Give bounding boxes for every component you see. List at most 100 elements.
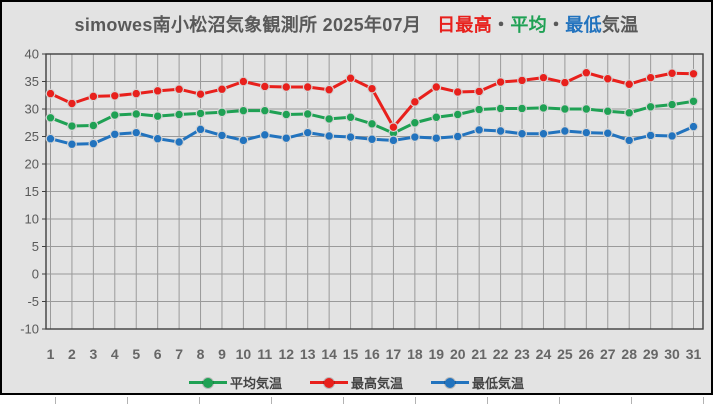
min-point-day-27[interactable]: [602, 128, 613, 139]
max-point-day-16[interactable]: [367, 83, 377, 94]
avg-point-day-12[interactable]: [281, 109, 292, 120]
max-point-day-21[interactable]: [474, 86, 485, 97]
max-point-day-29[interactable]: [645, 72, 656, 83]
min-point-day-20[interactable]: [452, 131, 463, 142]
max-point-day-14[interactable]: [324, 84, 335, 95]
avg-point-day-9[interactable]: [217, 107, 227, 118]
min-point-day-19[interactable]: [431, 133, 442, 144]
avg-point-day-25[interactable]: [560, 104, 570, 114]
max-point-day-12[interactable]: [281, 82, 292, 92]
max-point-day-27[interactable]: [602, 73, 613, 84]
avg-point-day-5[interactable]: [131, 109, 142, 119]
min-point-day-31[interactable]: [688, 121, 699, 132]
min-point-day-6[interactable]: [152, 133, 163, 144]
min-point-day-29[interactable]: [645, 130, 656, 141]
avg-point-day-28[interactable]: [624, 107, 635, 118]
avg-point-day-22[interactable]: [495, 103, 506, 114]
avg-point-day-30[interactable]: [667, 99, 677, 110]
min-point-day-26[interactable]: [581, 127, 592, 138]
legend-item-avg[interactable]: 平均気温: [188, 373, 282, 392]
min-point-day-15[interactable]: [345, 132, 356, 142]
max-point-day-7[interactable]: [174, 84, 185, 95]
max-point-day-8[interactable]: [195, 89, 206, 100]
min-point-day-11[interactable]: [259, 129, 270, 140]
min-point-day-4[interactable]: [109, 129, 120, 140]
max-point-day-28[interactable]: [624, 79, 635, 90]
max-point-day-4[interactable]: [109, 90, 120, 101]
avg-point-day-6[interactable]: [152, 111, 163, 122]
avg-point-day-11[interactable]: [259, 105, 270, 116]
min-point-day-17[interactable]: [388, 135, 399, 146]
max-point-day-10[interactable]: [238, 76, 249, 87]
max-point-day-3[interactable]: [88, 91, 99, 102]
max-point-day-31[interactable]: [688, 68, 699, 79]
avg-point-day-15[interactable]: [345, 112, 356, 123]
max-point-day-22[interactable]: [495, 77, 506, 87]
min-point-day-10[interactable]: [238, 135, 249, 146]
min-point-day-22[interactable]: [495, 126, 506, 136]
max-point-day-17[interactable]: [388, 122, 399, 133]
max-point-day-18[interactable]: [409, 96, 420, 107]
avg-point-day-4[interactable]: [109, 110, 120, 120]
max-point-day-13[interactable]: [302, 82, 313, 92]
min-point-day-3[interactable]: [88, 138, 99, 149]
max-point-day-5[interactable]: [131, 88, 142, 99]
x-tick-label-day-13: 13: [300, 346, 316, 362]
avg-point-day-16[interactable]: [367, 118, 377, 129]
max-point-day-26[interactable]: [581, 67, 592, 78]
min-point-day-25[interactable]: [560, 126, 570, 136]
x-tick-label-day-3: 3: [89, 346, 97, 362]
min-point-day-5[interactable]: [131, 127, 142, 138]
min-point-day-16[interactable]: [367, 134, 377, 145]
min-point-day-9[interactable]: [217, 130, 227, 141]
x-tick-label-day-15: 15: [343, 346, 359, 362]
avg-point-day-14[interactable]: [324, 113, 335, 124]
min-point-day-30[interactable]: [667, 131, 677, 141]
legend-max-dot-icon: [323, 377, 334, 388]
max-point-day-15[interactable]: [345, 73, 356, 84]
max-point-day-2[interactable]: [67, 98, 77, 109]
max-point-day-24[interactable]: [538, 72, 549, 83]
min-point-day-1[interactable]: [45, 133, 56, 144]
min-point-day-14[interactable]: [324, 131, 335, 141]
avg-point-day-13[interactable]: [302, 109, 313, 119]
avg-point-day-24[interactable]: [538, 102, 549, 113]
min-point-day-21[interactable]: [474, 124, 485, 135]
max-point-day-25[interactable]: [560, 77, 570, 88]
avg-point-day-2[interactable]: [67, 121, 77, 131]
avg-point-day-8[interactable]: [195, 108, 206, 119]
legend-item-max[interactable]: 最高気温: [309, 373, 403, 392]
min-point-day-23[interactable]: [517, 128, 527, 139]
avg-point-day-19[interactable]: [431, 112, 442, 123]
max-point-day-6[interactable]: [152, 85, 163, 96]
avg-point-day-31[interactable]: [688, 96, 699, 107]
min-point-day-8[interactable]: [195, 124, 206, 135]
min-point-day-28[interactable]: [624, 135, 635, 146]
min-point-day-24[interactable]: [538, 128, 549, 139]
avg-point-day-10[interactable]: [238, 105, 249, 116]
max-point-day-19[interactable]: [431, 82, 442, 92]
avg-point-day-3[interactable]: [88, 120, 99, 131]
avg-point-day-26[interactable]: [581, 104, 592, 114]
max-point-day-30[interactable]: [667, 68, 677, 79]
avg-point-day-29[interactable]: [645, 101, 656, 112]
legend-item-min[interactable]: 最低気温: [431, 373, 524, 392]
min-point-day-12[interactable]: [281, 133, 292, 144]
min-point-day-7[interactable]: [174, 137, 185, 147]
avg-point-day-21[interactable]: [474, 104, 485, 115]
avg-point-day-23[interactable]: [517, 103, 527, 114]
avg-point-day-20[interactable]: [452, 109, 463, 120]
max-point-day-1[interactable]: [45, 88, 56, 99]
max-point-day-11[interactable]: [259, 81, 270, 92]
min-point-day-2[interactable]: [67, 139, 77, 150]
min-point-day-18[interactable]: [409, 132, 420, 142]
avg-point-day-27[interactable]: [602, 106, 613, 117]
max-point-day-20[interactable]: [452, 87, 463, 97]
min-point-day-13[interactable]: [302, 127, 313, 138]
max-point-day-23[interactable]: [517, 75, 527, 86]
avg-point-day-7[interactable]: [174, 109, 185, 120]
avg-point-day-1[interactable]: [45, 112, 56, 123]
x-tick-label-day-17: 17: [386, 346, 402, 362]
max-point-day-9[interactable]: [217, 84, 227, 95]
avg-point-day-18[interactable]: [409, 117, 420, 128]
